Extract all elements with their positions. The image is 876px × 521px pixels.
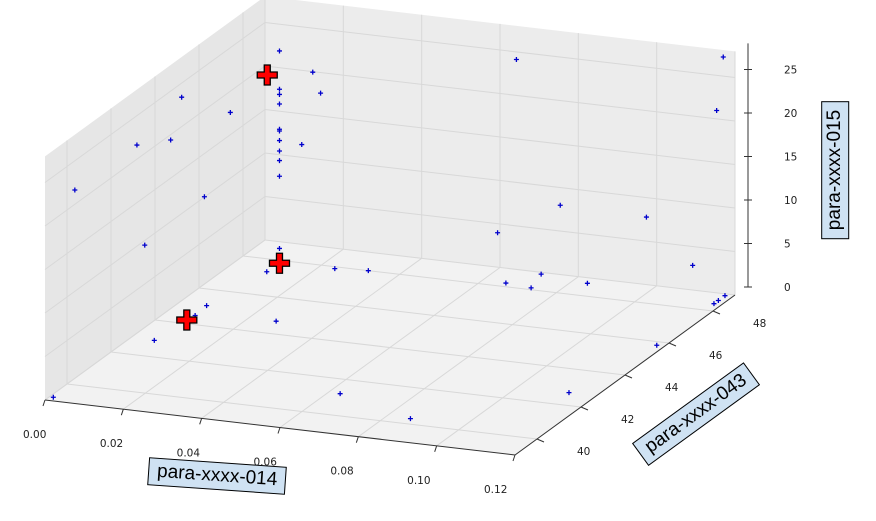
x-tick [199,418,203,425]
data-point [528,285,534,291]
y-tick-label: 46 [709,350,723,362]
x-tick [434,445,438,452]
data-point [276,138,282,144]
y-tick [536,438,545,443]
data-point [407,416,413,422]
data-point [134,142,140,148]
grid-line [198,287,670,344]
x-tick [277,427,281,434]
data-point [142,242,148,248]
data-point [227,109,233,115]
grid-line [44,22,266,183]
data-point [50,394,56,400]
data-point [714,108,720,114]
data-point [365,268,371,274]
x-tick-label: 0.10 [407,475,430,487]
data-point [179,94,185,100]
data-point [264,269,270,275]
grid-line [44,196,266,357]
data-point [276,245,282,251]
y-tick-label: 44 [665,382,679,394]
highlight-point [256,64,278,86]
data-point [276,148,282,154]
data-point [538,271,544,277]
x-tick-label: 0.04 [177,447,201,459]
grid-line [154,319,626,376]
x-tick [120,409,124,416]
data-point [168,137,174,143]
x-tick-label: 0.00 [23,429,46,441]
data-point [720,54,726,60]
x-tick [355,436,359,443]
z-axis-label: para-xxxx-015 [821,100,850,240]
grid-line [44,65,266,227]
data-point [332,266,338,272]
data-point [276,86,282,92]
grid-line [264,109,736,165]
z-tick-label: 15 [784,152,797,164]
grid-line [264,65,736,122]
data-point [503,280,509,286]
data-point [276,91,282,97]
y-tick-label: 42 [621,414,634,426]
y-tick [580,406,589,411]
data-point [690,262,696,268]
z-tick-label: 20 [784,108,797,120]
data-point [204,303,210,309]
grid-line [44,109,266,270]
data-point [654,342,660,348]
data-point [273,318,279,324]
highlight-point [268,252,291,274]
grid-line [264,152,736,209]
data-point [72,187,78,193]
z-tick-label: 0 [784,282,791,294]
data-point [643,214,649,220]
y-tick-label: 48 [753,318,766,330]
grid-line [66,383,538,440]
data-point [557,202,563,208]
data-point [299,142,305,148]
data-point [310,69,316,75]
data-point [722,293,728,299]
grid-line [264,22,736,78]
z-tick-label: 10 [784,195,797,207]
data-point [584,280,590,286]
data-point [337,391,343,397]
data-point [711,301,717,307]
highlight-point [176,309,198,331]
data-point [276,101,282,107]
data-point [715,297,721,303]
z-tick-label: 25 [784,65,797,77]
data-point [495,230,501,236]
x-tick [512,454,516,462]
y-tick [712,310,721,315]
data-point [276,48,282,54]
grid-line [242,255,714,312]
z-tick-label: 5 [784,239,791,251]
x-tick-label: 0.02 [100,438,123,450]
data-point [566,390,572,396]
data-point [151,337,157,343]
grid-line [264,196,736,252]
x-tick [42,399,46,407]
y-tick [624,374,633,379]
data-point [201,194,207,200]
y-tick [668,342,677,347]
y-tick-label: 40 [577,446,590,458]
data-point [276,173,282,179]
x-tick-label: 0.08 [330,466,353,478]
data-point [318,90,324,96]
grid-line [264,239,736,296]
grid-line [44,152,266,314]
x-tick-label: 0.12 [484,484,507,496]
data-point [513,56,519,62]
data-point [276,128,282,134]
data-point [276,158,282,164]
grid-line [44,239,266,401]
grid-line [110,351,582,408]
